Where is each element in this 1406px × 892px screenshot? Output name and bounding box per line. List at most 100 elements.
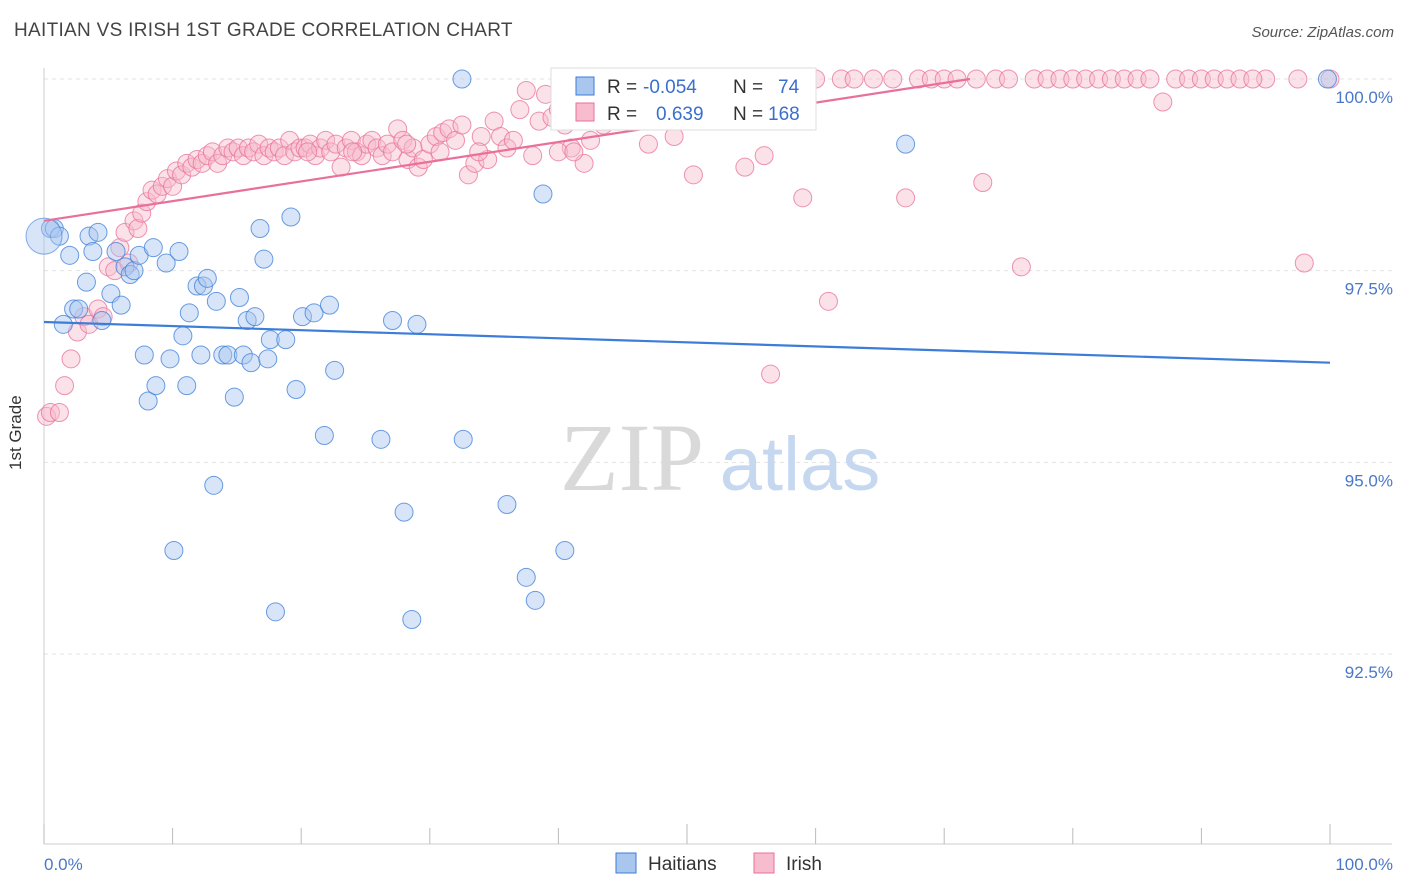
haitian-point <box>106 242 126 261</box>
haitians-r-label: R = <box>607 77 637 98</box>
legend-irish-label: Irish <box>786 854 822 875</box>
irish-point <box>280 130 300 150</box>
haitian-point <box>407 314 427 334</box>
stats-legend: R = -0.054 N = 74 R = 0.639 N = 168 <box>550 67 817 131</box>
haitian-point <box>402 610 422 629</box>
irish-point <box>503 130 523 150</box>
haitian-point <box>173 326 193 346</box>
haitian-point <box>169 242 189 261</box>
legend-haitians-swatch <box>615 852 637 874</box>
legend-haitians-label: Haitians <box>648 854 717 875</box>
irish-point <box>973 173 993 192</box>
haitian-points <box>25 69 1337 629</box>
irish-point <box>683 165 703 185</box>
haitian-point <box>197 268 217 288</box>
irish-point <box>439 119 459 139</box>
irish-point <box>274 146 294 166</box>
haitian-point <box>224 387 244 407</box>
irish-point <box>172 165 192 185</box>
haitians-n-value: 74 <box>778 77 800 98</box>
irish-point <box>754 146 774 166</box>
haitian-point <box>452 69 472 89</box>
haitian-point <box>281 207 301 227</box>
haitian-point <box>83 242 103 261</box>
irish-point <box>55 376 75 396</box>
haitian-point <box>314 426 334 445</box>
irish-point <box>61 349 81 369</box>
haitian-point <box>146 376 166 396</box>
irish-point <box>458 165 478 185</box>
haitian-point <box>319 295 339 315</box>
irish-point <box>202 142 222 162</box>
irish-trend-line <box>43 77 971 222</box>
haitian-point <box>276 330 296 350</box>
irish-point <box>372 146 392 166</box>
axes <box>43 68 1392 845</box>
irish-point <box>452 115 472 135</box>
haitian-point <box>213 345 233 365</box>
haitian-point <box>177 376 197 396</box>
irish-point <box>529 111 549 131</box>
haitian-point <box>164 541 184 560</box>
irish-point <box>818 291 838 311</box>
haitians-trend-line <box>43 320 1331 364</box>
haitian-point <box>69 299 89 319</box>
irish-point <box>298 142 318 162</box>
haitian-point <box>134 345 154 365</box>
tick-labels: 92.5% 95.0% 97.5% 100.0% 0.0% 100.0% <box>44 88 1393 874</box>
haitians-swatch <box>575 76 595 96</box>
haitian-point <box>218 345 238 365</box>
irish-point <box>1243 69 1263 89</box>
haitian-point <box>120 265 140 284</box>
irish-point <box>132 203 152 223</box>
haitians-r-value: -0.054 <box>643 77 697 98</box>
irish-n-value: 168 <box>768 104 800 125</box>
irish-n-label: N = <box>733 104 763 125</box>
irish-point <box>966 69 986 89</box>
haitian-point <box>250 219 270 238</box>
irish-r-value: 0.639 <box>656 104 704 125</box>
haitian-point <box>64 299 84 319</box>
haitian-point <box>92 311 112 330</box>
haitian-point <box>533 184 553 204</box>
irish-point <box>638 134 658 154</box>
irish-point <box>491 127 511 146</box>
haitian-point <box>292 307 312 327</box>
y-tick-label: 97.5% <box>1345 280 1393 299</box>
haitian-point <box>124 261 144 281</box>
irish-point <box>469 142 489 162</box>
haitian-point <box>896 134 916 154</box>
haitian-point <box>325 360 345 380</box>
irish-point <box>110 238 130 258</box>
irish-point <box>37 406 57 426</box>
haitian-point <box>371 429 391 449</box>
irish-point <box>218 138 238 158</box>
haitian-point <box>206 291 226 311</box>
haitian-point <box>191 345 211 365</box>
haitian-point <box>286 380 306 399</box>
irish-point <box>397 134 417 154</box>
grid <box>44 78 1392 655</box>
series-legend: Haitians Irish <box>615 852 822 875</box>
irish-point <box>142 180 162 200</box>
haitian-point <box>60 245 80 265</box>
haitian-point <box>156 253 176 273</box>
watermark-zip: ZIP <box>560 404 704 511</box>
haitian-point <box>138 391 158 411</box>
haitian-point <box>304 303 324 323</box>
haitian-point <box>111 295 131 315</box>
haitian-point-large <box>25 217 63 255</box>
irish-point <box>761 364 781 384</box>
haitian-point <box>241 353 261 373</box>
haitian-point <box>187 276 207 296</box>
haitian-point <box>160 349 180 369</box>
haitian-point <box>497 495 517 514</box>
irish-point <box>166 161 186 181</box>
haitians-n-label: N = <box>733 77 763 98</box>
irish-point <box>316 130 336 150</box>
haitian-point <box>383 311 403 330</box>
watermark: ZIP atlas <box>560 404 880 511</box>
irish-point <box>326 134 346 154</box>
irish-point <box>388 119 408 139</box>
